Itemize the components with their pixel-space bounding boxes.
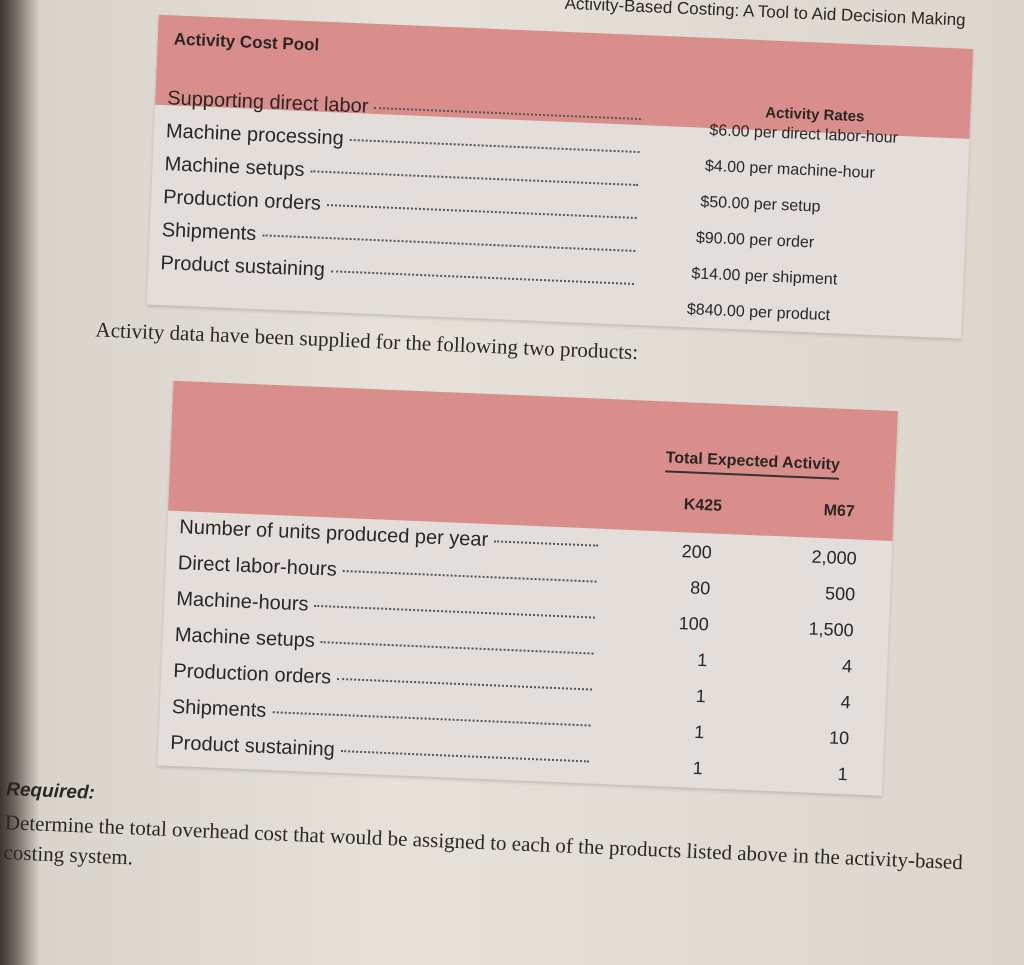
group-header: Total Expected Activity — [665, 449, 841, 480]
column-header: Activity Rates — [764, 104, 865, 126]
activity-name: Shipments — [171, 695, 267, 722]
dot-leader — [314, 604, 596, 619]
dot-leader — [326, 204, 637, 220]
activity-data-table: Total Expected Activity K425 M67 Number … — [157, 380, 898, 796]
table-row: Machine-hours — [176, 588, 602, 629]
required-text: Determine the total overhead cost that w… — [3, 810, 964, 875]
activity-name: Direct labor-hours — [177, 552, 338, 581]
running-header: Activity-Based Costing: A Tool to Aid De… — [564, 0, 967, 30]
activity-name: Machine setups — [164, 153, 306, 182]
activity-rate: $50.00 per setup — [700, 193, 821, 216]
page: Activity-Based Costing: A Tool to Aid De… — [0, 0, 1024, 944]
table-row: Machine setups — [174, 624, 600, 665]
m67-value: 10 — [828, 727, 850, 749]
activity-name: Shipments — [161, 219, 257, 246]
dot-leader — [374, 106, 641, 121]
dot-leader — [337, 677, 593, 691]
dot-leader — [342, 569, 597, 583]
table-row: Direct labor-hours — [177, 552, 603, 593]
dot-leader — [330, 270, 635, 285]
activity-rates-table: Activity Cost Pool Activity Rates Suppor… — [146, 14, 974, 339]
activity-name: Product sustaining — [159, 252, 326, 281]
table-row: Production orders — [173, 660, 599, 701]
activity-name: Production orders — [162, 186, 322, 215]
dot-leader — [340, 750, 589, 763]
m67-value: 1,500 — [808, 618, 855, 641]
activity-name: Machine processing — [165, 120, 345, 150]
k425-value: 1 — [692, 757, 704, 779]
activity-name: Product sustaining — [169, 731, 336, 761]
dot-leader — [494, 540, 599, 547]
m67-value: 1 — [837, 763, 849, 785]
activity-rate: $90.00 per order — [695, 229, 815, 252]
table-row: Shipments — [171, 696, 597, 737]
dot-leader — [310, 170, 639, 187]
sentence: Activity data have been supplied for the… — [95, 317, 639, 365]
k425-value: 1 — [695, 685, 707, 707]
activity-rate: $14.00 per shipment — [691, 265, 838, 289]
activity-name: Machine-hours — [175, 588, 310, 616]
dot-leader — [262, 234, 636, 252]
column-header: Activity Cost Pool — [173, 29, 320, 55]
column-header: M67 — [823, 502, 856, 521]
k425-value: 100 — [678, 613, 710, 635]
activity-rate: $4.00 per machine-hour — [704, 157, 876, 182]
activity-name: Production orders — [172, 660, 332, 689]
activity-rate: $840.00 per product — [686, 301, 831, 325]
k425-value: 80 — [689, 577, 711, 599]
m67-value: 4 — [841, 656, 853, 677]
k425-value: 1 — [693, 721, 705, 743]
k425-value: 200 — [681, 541, 713, 563]
required-label: Required: — [5, 779, 96, 804]
table-header: Total Expected Activity K425 M67 — [168, 380, 898, 541]
m67-value: 4 — [840, 691, 852, 713]
dot-leader — [349, 138, 640, 154]
m67-value: 2,000 — [811, 546, 858, 569]
k425-value: 1 — [696, 649, 708, 671]
activity-name: Machine setups — [174, 624, 316, 652]
dot-leader — [272, 711, 591, 727]
m67-value: 500 — [824, 583, 856, 605]
table-row: Product sustaining — [170, 732, 596, 773]
dot-leader — [320, 641, 594, 655]
column-header: K425 — [683, 496, 723, 515]
